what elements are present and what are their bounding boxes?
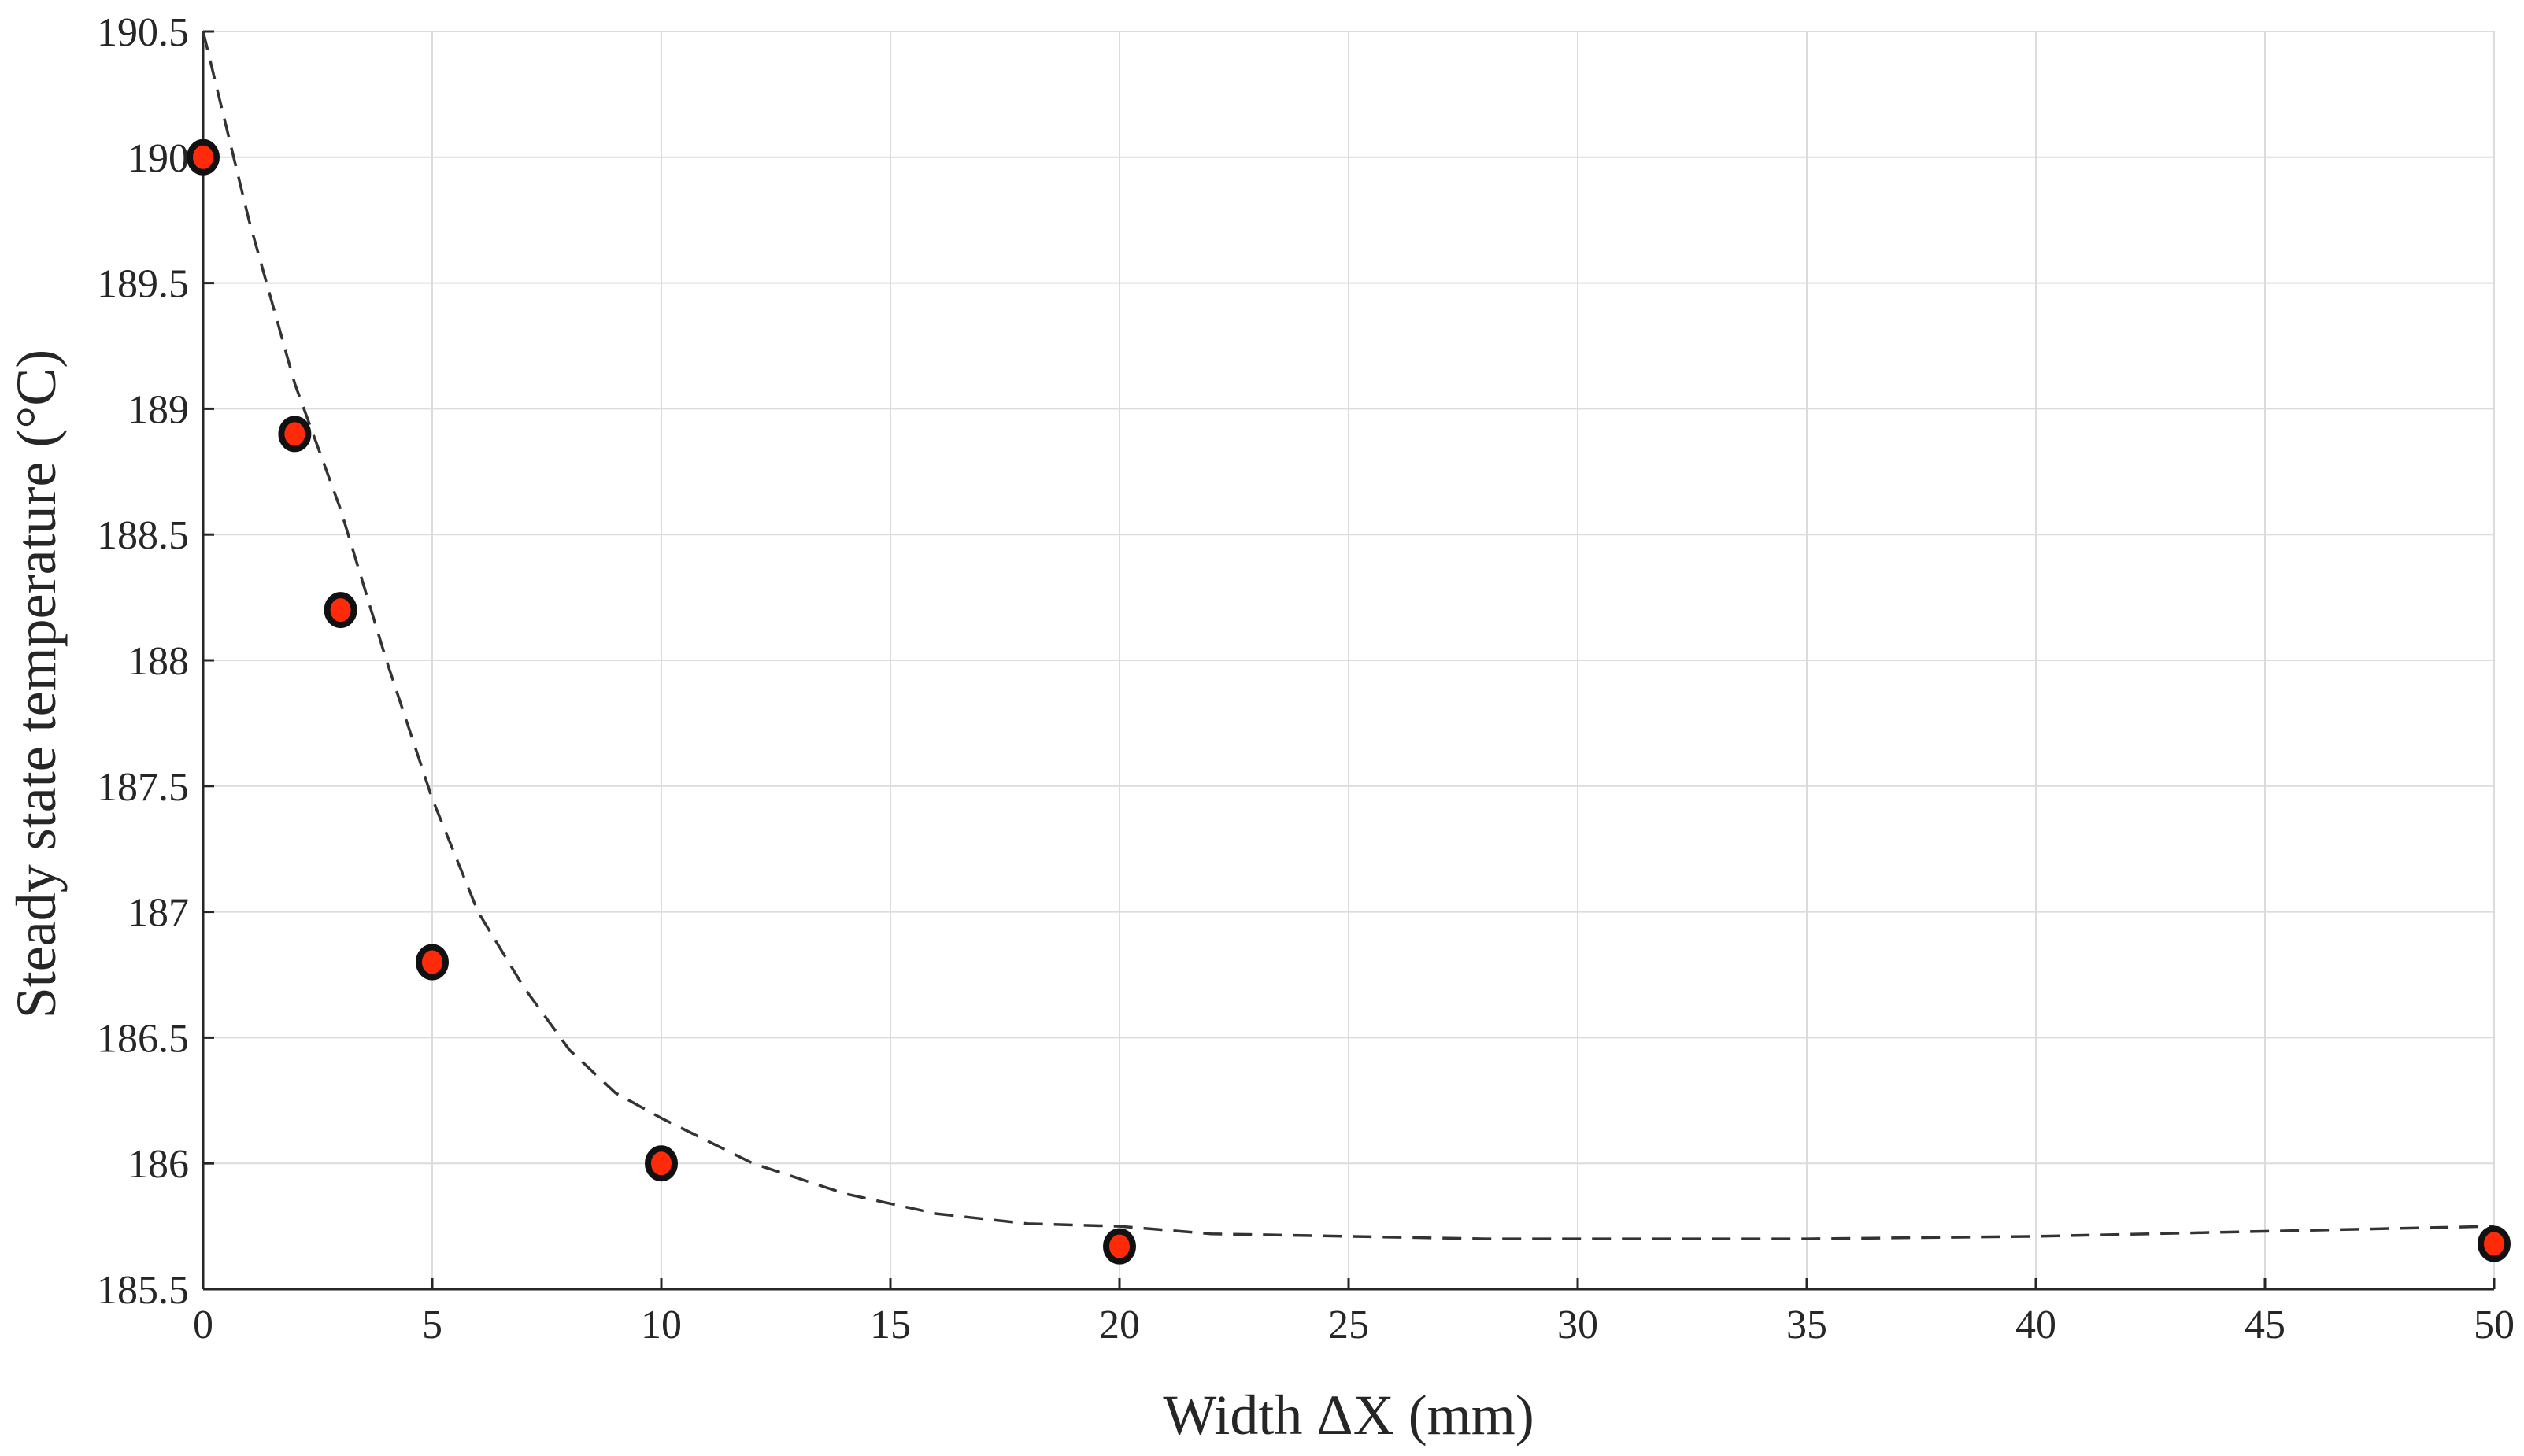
x-tick-label: 40 [2015, 1303, 2056, 1347]
x-tick-label: 5 [422, 1303, 442, 1347]
y-tick-label: 186.5 [97, 1016, 189, 1061]
y-tick-label: 189 [128, 387, 189, 432]
data-point [187, 139, 220, 176]
x-tick-label: 0 [193, 1303, 213, 1347]
data-point [645, 1145, 678, 1182]
axes [202, 30, 2496, 1291]
y-tick-label: 188.5 [97, 513, 189, 558]
y-tick-label: 190.5 [97, 10, 189, 55]
data-series [187, 31, 2511, 1265]
x-tick-label: 15 [870, 1303, 911, 1347]
x-tick-label: 35 [1786, 1303, 1827, 1347]
x-tick-label: 25 [1328, 1303, 1369, 1347]
data-point [278, 416, 312, 453]
y-tick-label: 185.5 [97, 1268, 189, 1313]
data-point [2478, 1225, 2511, 1262]
y-tick-label: 190 [128, 136, 189, 181]
data-point [416, 944, 449, 981]
y-tick-label: 188 [128, 639, 189, 684]
y-tick-label: 187.5 [97, 765, 189, 810]
y-tick-label: 187 [128, 891, 189, 936]
data-point [324, 592, 357, 629]
y-axis-label: Steady state temperature (°C) [5, 349, 68, 1018]
fit-curve [202, 31, 2495, 1240]
data-point [1103, 1228, 1136, 1265]
y-tick-label: 186 [128, 1142, 189, 1187]
x-tick-label: 10 [641, 1303, 682, 1347]
x-tick-label: 45 [2245, 1303, 2285, 1347]
y-tick-label: 189.5 [97, 262, 189, 307]
x-tick-label: 30 [1557, 1303, 1598, 1347]
x-tick-label: 50 [2474, 1303, 2515, 1347]
grid [202, 31, 2495, 1290]
x-tick-label: 20 [1099, 1303, 1140, 1347]
tick-labels: 0 5 10 15 20 25 30 35 40 45 50 185.5 186 186.5 187 187.… [97, 10, 2515, 1347]
x-axis-label: Width ΔX (mm) [1163, 1384, 1534, 1447]
